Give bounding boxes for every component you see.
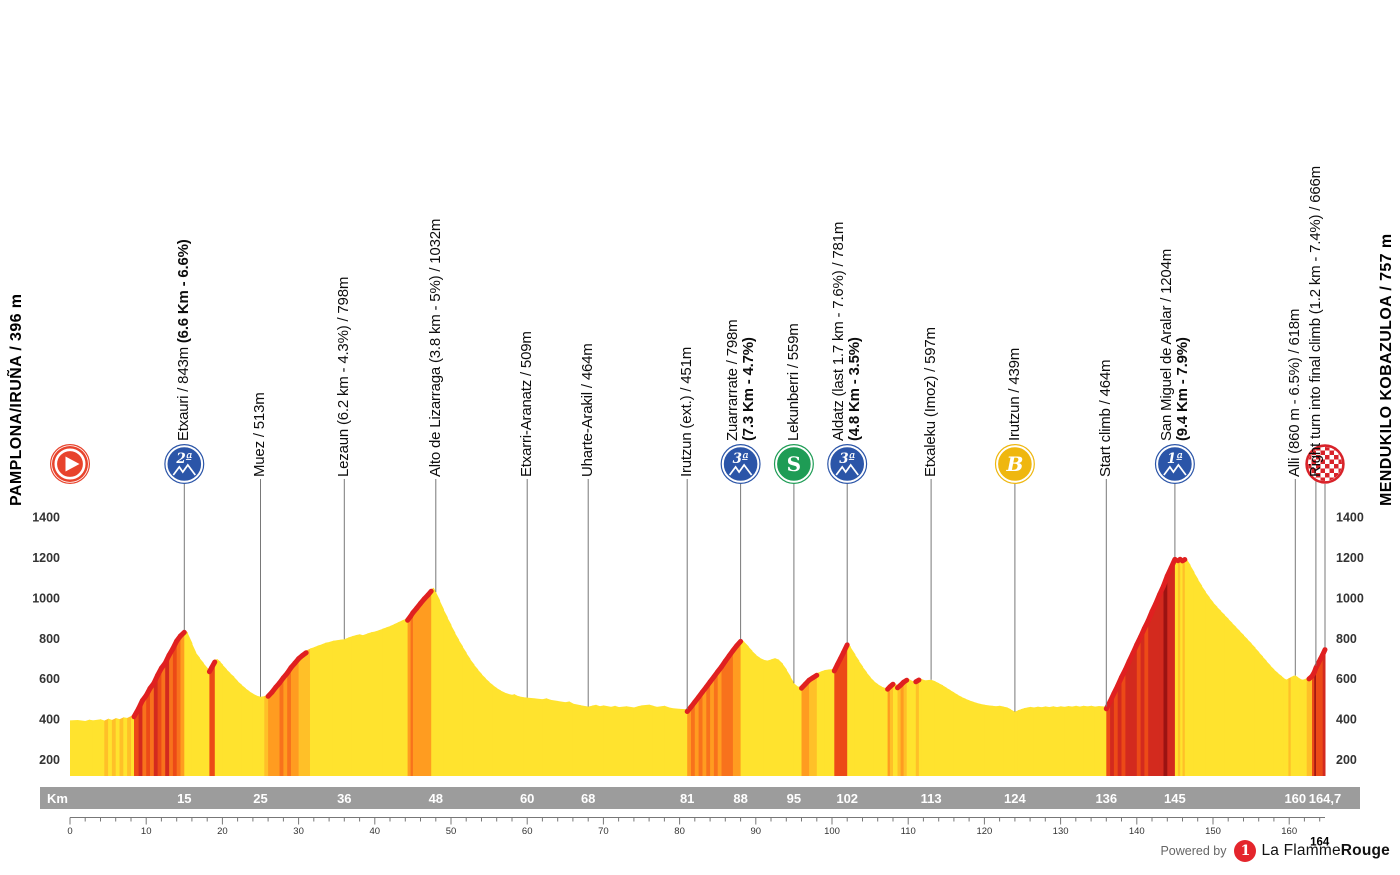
profile-gradient-stripes: [70, 557, 1326, 776]
svg-text:B: B: [1005, 452, 1023, 476]
footer: Powered by 1 La FlammeRouge: [1160, 840, 1390, 862]
svg-text:2ª: 2ª: [175, 451, 192, 467]
waypoint-label: Lekunberri / 559m: [784, 323, 802, 441]
category-climb-icon: 3ª: [827, 444, 868, 484]
waypoint-label: San Miguel de Aralar / 1204m (9.4 Km - 7.…: [1157, 248, 1191, 441]
svg-text:88: 88: [733, 791, 747, 806]
svg-text:0: 0: [67, 826, 72, 837]
svg-text:1000: 1000: [32, 591, 60, 605]
svg-text:120: 120: [976, 826, 992, 837]
brand-regular: La Flamme: [1261, 842, 1341, 859]
waypoint-label: Aldatz (last 1.7 km - 7.6%) / 781m (4.8 K…: [830, 221, 864, 441]
svg-text:164: 164: [1310, 837, 1330, 849]
svg-text:124: 124: [1004, 791, 1026, 806]
svg-text:600: 600: [1336, 672, 1357, 686]
svg-text:150: 150: [1205, 826, 1221, 837]
svg-text:200: 200: [39, 753, 60, 767]
waypoint-label: Zuarrarrate / 798m (7.3 Km - 4.7%): [723, 319, 757, 441]
elevation-axis: 200 200 400 400 600 600 800 800 1000 1000 1200 1200…: [32, 511, 1364, 768]
lfr-logo-name: La FlammeRouge: [1261, 842, 1390, 860]
svg-text:1400: 1400: [32, 511, 60, 525]
km-ruler: 0 10 20 30 40 50 60 70 80 90 100 110 120 130 140 150 160…: [67, 817, 1330, 849]
svg-text:60: 60: [522, 826, 533, 837]
svg-text:25: 25: [253, 791, 267, 806]
svg-text:30: 30: [293, 826, 304, 837]
waypoint-label: Alli (860 m - 6.5%) / 618m: [1286, 308, 1304, 477]
svg-text:136: 136: [1095, 791, 1117, 806]
lfr-logo-icon: 1: [1234, 840, 1257, 862]
svg-text:1ª: 1ª: [1167, 451, 1183, 467]
waypoint-label: Alto de Lizarraga (3.8 km - 5%) / 1032m: [426, 218, 444, 477]
svg-text:164,7: 164,7: [1309, 791, 1342, 806]
category-climb-icon: 2ª: [164, 444, 205, 484]
svg-text:60: 60: [520, 791, 534, 806]
svg-text:40: 40: [370, 826, 381, 837]
svg-text:800: 800: [1336, 632, 1357, 646]
svg-text:1200: 1200: [1336, 551, 1364, 565]
svg-text:3ª: 3ª: [839, 451, 855, 467]
waypoint-icons: 2ª 3ª S 3ª B 1ª: [50, 444, 1345, 484]
category-climb-icon: 1ª: [1154, 444, 1195, 484]
brand-bold: Rouge: [1340, 842, 1390, 859]
powered-by-text: Powered by: [1160, 844, 1227, 858]
svg-text:800: 800: [39, 632, 60, 646]
svg-text:70: 70: [598, 826, 609, 837]
finish-icon: [1305, 444, 1345, 484]
bonus-sprint-icon: B: [994, 444, 1035, 484]
svg-text:100: 100: [824, 826, 840, 837]
svg-text:90: 90: [751, 826, 762, 837]
svg-text:50: 50: [446, 826, 457, 837]
waypoint-label: Irutzun / 439m: [1005, 347, 1023, 441]
svg-text:1000: 1000: [1336, 591, 1364, 605]
svg-text:1200: 1200: [32, 551, 60, 565]
start-location-title: PAMPLONA/IRUÑA / 396 m: [8, 293, 25, 506]
svg-text:81: 81: [680, 791, 694, 806]
waypoint-label: Lezaun (6.2 km - 4.3%) / 798m: [335, 276, 353, 477]
svg-text:68: 68: [581, 791, 595, 806]
svg-text:110: 110: [901, 826, 916, 837]
waypoint-label: Uharte-Arakil / 464m: [579, 343, 597, 477]
km-bar: Km 15 25 36 48 60 68 81 88 95 102 113 124 136 145 160 16…: [40, 787, 1360, 809]
waypoint-rules: [183, 479, 1326, 712]
waypoint-label: Right turn into final climb (1.2 km - 7.…: [1306, 166, 1324, 477]
svg-text:145: 145: [1164, 791, 1186, 806]
svg-text:80: 80: [674, 826, 685, 837]
svg-text:36: 36: [337, 791, 351, 806]
svg-text:160: 160: [1284, 791, 1306, 806]
svg-text:140: 140: [1129, 826, 1145, 837]
waypoint-label: Irutzun (ext.) / 451m: [678, 346, 696, 477]
svg-text:160: 160: [1281, 826, 1297, 837]
svg-text:Km: Km: [47, 791, 68, 806]
svg-text:200: 200: [1336, 753, 1357, 767]
svg-text:95: 95: [787, 791, 801, 806]
svg-text:S: S: [787, 452, 801, 476]
waypoint-label: Etxarri-Aranatz / 509m: [518, 331, 536, 477]
svg-text:113: 113: [921, 791, 942, 806]
svg-text:600: 600: [39, 672, 60, 686]
finish-location-title: MENDUKILO KOBAZULOA / 757 m: [1378, 233, 1395, 506]
waypoint-label: Start climb / 464m: [1097, 359, 1115, 477]
waypoint-label: Muez / 513m: [251, 392, 269, 477]
svg-text:15: 15: [177, 791, 191, 806]
sprint-icon: S: [773, 444, 814, 484]
waypoint-label: Etxaleku (Imoz) / 597m: [922, 327, 940, 477]
waypoint-label: Etxauri / 843m (6.6 Km - 6.6%): [175, 239, 193, 441]
svg-text:400: 400: [1336, 713, 1357, 727]
start-icon: [50, 444, 90, 484]
svg-text:48: 48: [429, 791, 443, 806]
svg-text:102: 102: [836, 791, 858, 806]
svg-text:130: 130: [1053, 826, 1069, 837]
category-climb-icon: 3ª: [720, 444, 761, 484]
svg-text:10: 10: [141, 826, 152, 837]
climb-cap-line: [131, 556, 1328, 720]
la-flamme-rouge-logo: 1 La FlammeRouge: [1234, 840, 1390, 862]
svg-text:400: 400: [39, 713, 60, 727]
svg-text:20: 20: [217, 826, 228, 837]
svg-text:3ª: 3ª: [733, 451, 749, 467]
svg-text:1400: 1400: [1336, 511, 1364, 525]
